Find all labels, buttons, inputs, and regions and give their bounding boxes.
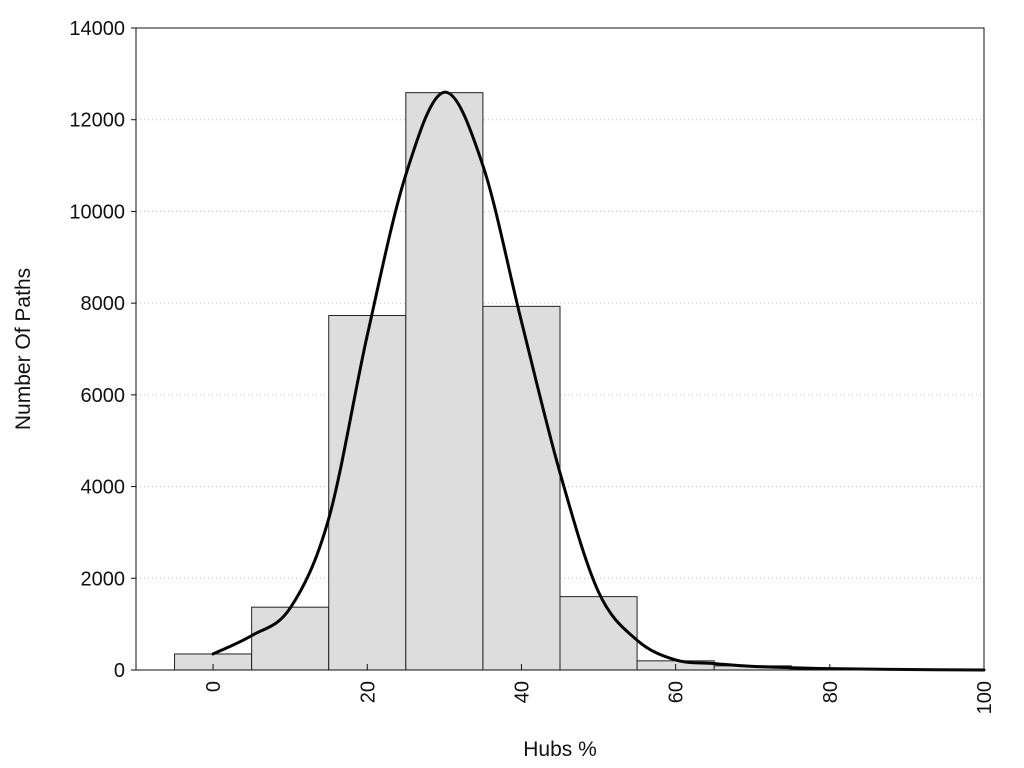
y-axis-ticks: 0 2000 4000 6000 8000 10000 12000 14000	[69, 18, 136, 682]
histogram-bar	[328, 315, 407, 671]
x-tick-label: 100	[974, 681, 996, 714]
x-tick-label: 20	[357, 681, 379, 703]
x-tick-label: 40	[511, 681, 533, 703]
y-tick-label: 4000	[81, 477, 126, 499]
histogram-bar	[559, 596, 638, 671]
y-tick-label: 2000	[81, 568, 126, 590]
histogram-bar	[482, 305, 561, 671]
distribution-curve	[211, 90, 986, 672]
x-tick-label: 60	[666, 681, 688, 703]
histogram-bar	[405, 92, 484, 671]
distribution-curve-layer	[211, 90, 986, 672]
plot-area-frame	[135, 27, 985, 671]
y-tick-label: 12000	[69, 110, 125, 132]
histogram-bar	[251, 606, 330, 671]
y-tick-label: 14000	[69, 18, 125, 40]
y-tick-label: 0	[114, 660, 125, 682]
histogram-bars	[174, 92, 946, 671]
x-tick-label: 80	[820, 681, 842, 703]
x-axis-ticks: 0 20 40 60 80 100	[203, 664, 996, 714]
y-tick-label: 10000	[69, 201, 125, 223]
x-tick-label: 0	[203, 681, 225, 692]
x-axis-label: Hubs %	[523, 738, 597, 761]
y-tick-label: 8000	[81, 293, 126, 315]
y-axis-label: Number Of Paths	[12, 268, 35, 430]
y-tick-label: 6000	[81, 385, 126, 407]
